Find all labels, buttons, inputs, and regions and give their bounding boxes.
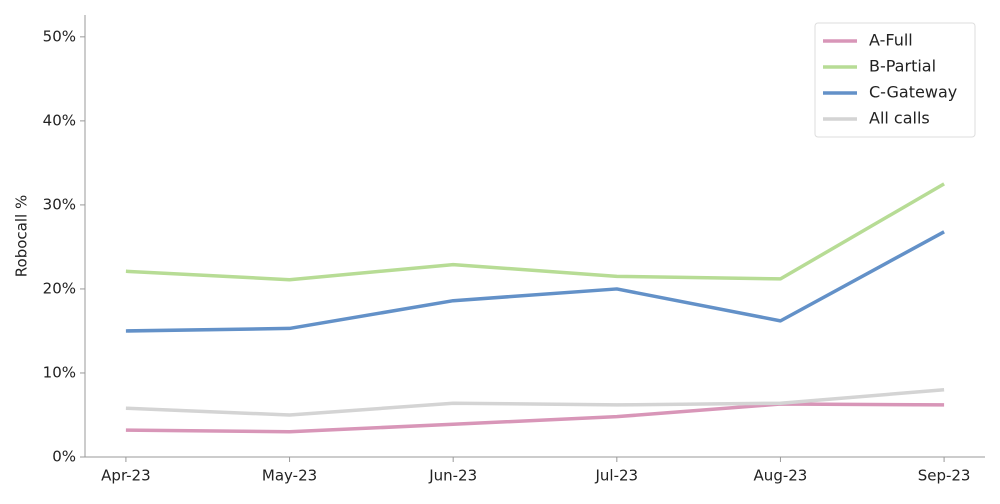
x-tick-label: Aug-23 [754, 467, 808, 485]
legend-label: B-Partial [869, 57, 936, 76]
legend-label: A-Full [869, 31, 913, 50]
series-line [125, 230, 945, 333]
x-tick-label: May-23 [262, 467, 317, 485]
y-tick-label: 30% [43, 195, 76, 213]
y-axis-label: Robocall % [13, 195, 31, 277]
x-tick-label: Sep-23 [918, 467, 971, 485]
series-line [125, 402, 945, 434]
x-tick-label: Jun-23 [428, 467, 477, 485]
series-line [125, 388, 945, 417]
y-tick-label: 50% [43, 27, 76, 45]
y-tick-label: 10% [43, 363, 76, 381]
legend-label: All calls [869, 109, 930, 128]
y-tick-label: 40% [43, 111, 76, 129]
legend-label: C-Gateway [869, 83, 957, 102]
x-tick-label: Jul-23 [595, 467, 639, 485]
x-tick-label: Apr-23 [101, 467, 151, 485]
y-tick-label: 20% [43, 279, 76, 297]
series-line [125, 182, 945, 282]
legend-box [814, 22, 976, 138]
y-tick-label: 0% [52, 448, 76, 466]
